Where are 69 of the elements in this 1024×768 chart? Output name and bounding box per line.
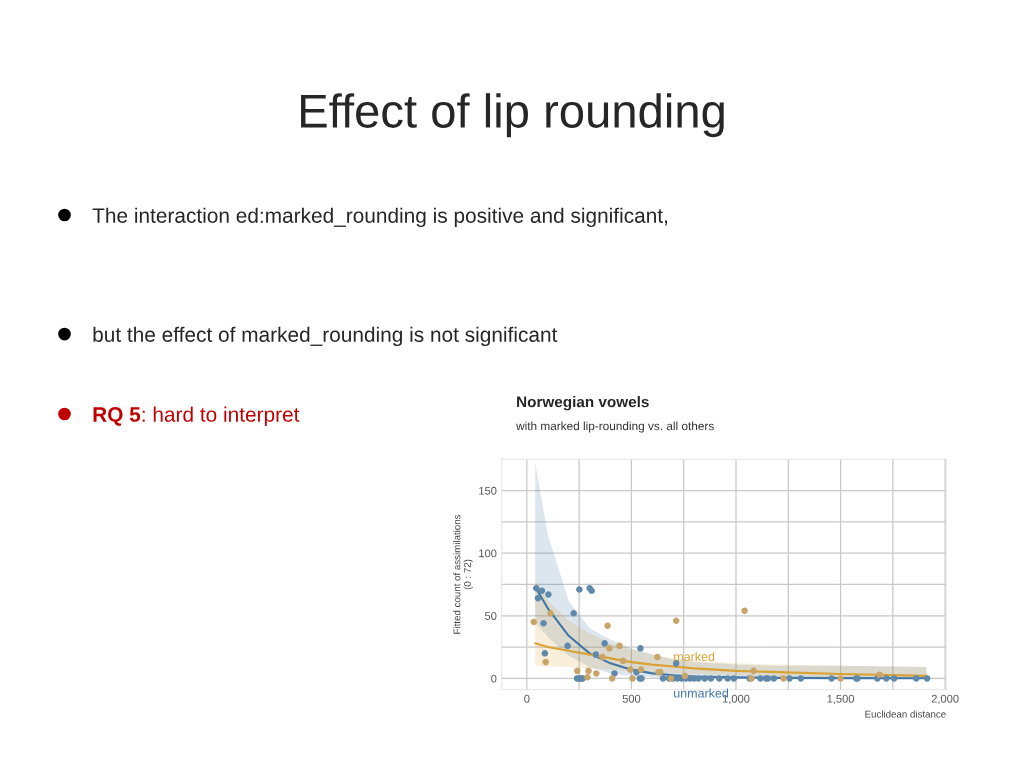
point bbox=[730, 675, 738, 682]
text: : hard to interpret bbox=[142, 406, 300, 426]
point bbox=[724, 675, 731, 682]
x-axis-title: Euclidean distance bbox=[865, 710, 946, 718]
point bbox=[654, 653, 661, 661]
point bbox=[574, 667, 581, 675]
point bbox=[701, 675, 708, 682]
point bbox=[672, 617, 680, 625]
point bbox=[780, 675, 787, 682]
x-tick-label: 0 bbox=[524, 694, 530, 703]
point bbox=[707, 675, 715, 682]
point bbox=[695, 675, 702, 682]
point bbox=[923, 675, 931, 682]
point bbox=[828, 675, 835, 682]
point bbox=[876, 671, 883, 678]
point bbox=[593, 670, 600, 677]
text: RQ 5 bbox=[93, 407, 141, 426]
point bbox=[757, 675, 764, 682]
point bbox=[637, 645, 644, 652]
point bbox=[592, 651, 600, 658]
point bbox=[616, 642, 623, 650]
point bbox=[534, 595, 542, 602]
point bbox=[570, 610, 577, 617]
x-tick-label: 2,000 bbox=[931, 694, 959, 704]
point bbox=[533, 584, 540, 592]
chart-title: Effect of lip rounding bbox=[301, 93, 724, 138]
y-tick-label: 50 bbox=[484, 612, 497, 620]
point bbox=[883, 675, 890, 682]
point bbox=[599, 653, 606, 661]
point bbox=[545, 591, 552, 598]
y-tick-label: 100 bbox=[479, 549, 497, 558]
point bbox=[716, 675, 723, 682]
point bbox=[786, 675, 793, 682]
point bbox=[606, 645, 613, 652]
point bbox=[750, 667, 757, 675]
point bbox=[541, 650, 549, 657]
text: with marked lip-rounding vs. all others bbox=[516, 421, 714, 433]
point bbox=[584, 673, 591, 681]
point bbox=[659, 675, 667, 682]
point bbox=[585, 667, 592, 675]
point bbox=[637, 666, 645, 673]
point bbox=[601, 640, 608, 647]
point bbox=[576, 586, 583, 593]
point bbox=[797, 675, 805, 682]
point bbox=[619, 657, 627, 665]
point bbox=[890, 675, 898, 682]
point bbox=[540, 620, 547, 627]
x-tick-label: 500 bbox=[622, 694, 641, 703]
point bbox=[837, 675, 844, 682]
y-tick-label: 0 bbox=[491, 674, 497, 683]
point bbox=[547, 610, 554, 617]
point bbox=[564, 642, 571, 650]
x-tick-label: 1,500 bbox=[827, 694, 855, 704]
y-tick-label: 150 bbox=[479, 486, 497, 495]
point bbox=[608, 675, 616, 682]
point bbox=[627, 666, 634, 673]
y-axis-title: Fitted count of assimilations (0 : 72) bbox=[453, 514, 473, 634]
chart-subtitle: Norwegian vowels bbox=[517, 396, 649, 411]
series-label: marked bbox=[674, 651, 715, 662]
text: The interaction ed:marked_rounding is positive and significant, bbox=[92, 207, 668, 228]
point bbox=[538, 587, 546, 594]
point bbox=[542, 658, 549, 666]
point bbox=[913, 675, 920, 682]
point bbox=[741, 607, 748, 615]
point bbox=[604, 622, 611, 630]
point bbox=[770, 675, 778, 682]
point bbox=[629, 675, 636, 682]
text: but the effect of marked_rounding is not significant bbox=[93, 326, 558, 347]
point bbox=[530, 618, 538, 626]
